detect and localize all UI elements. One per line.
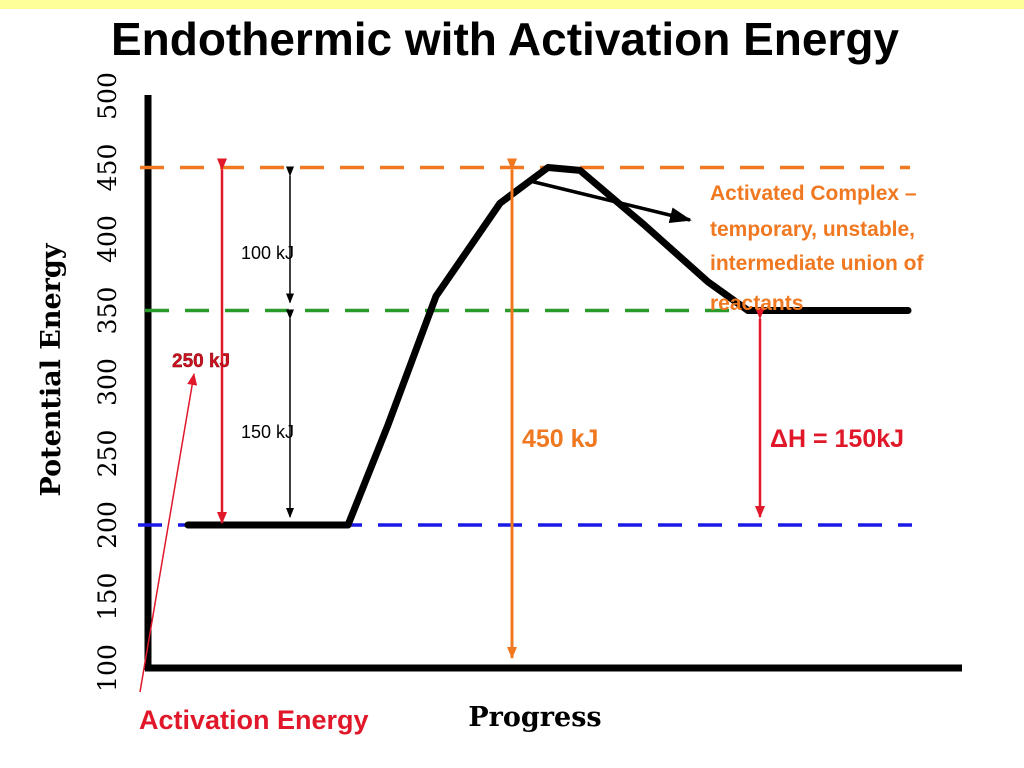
- y-tick-labels: 100 150 200 250 300 350 400 450 500: [93, 72, 122, 692]
- page-title: Endothermic with Activation Energy: [110, 13, 900, 65]
- y-tick-label-500: 500: [93, 72, 122, 120]
- upper-segment-label: 100 kJ: [241, 243, 294, 263]
- activated-complex-line-4: reactants: [710, 292, 803, 315]
- y-tick-label-400: 400: [93, 215, 122, 263]
- y-tick-label-100: 100: [93, 644, 122, 692]
- complex-energy-label: 450 kJ: [522, 425, 598, 453]
- activated-complex-line-2: temporary, unstable,: [710, 218, 915, 241]
- y-axis-label: Potential Energy: [36, 242, 67, 496]
- activated-complex-pointer: [529, 179, 692, 224]
- x-axis-label: Progress: [468, 702, 601, 733]
- activation-energy-label: Activation Energy: [139, 705, 369, 735]
- top-strip: [0, 0, 1024, 9]
- activation-total-label: 250 kJ: [172, 351, 230, 372]
- energy-curve: [184, 164, 912, 529]
- y-tick-label-350: 350: [93, 287, 122, 335]
- activated-complex-line-1: Activated Complex –: [710, 182, 917, 205]
- activated-complex-line-3: intermediate union of: [710, 252, 925, 275]
- y-tick-label-150: 150: [93, 573, 122, 621]
- y-tick-label-200: 200: [93, 501, 122, 549]
- activated-complex-label: Activated Complex – temporary, unstable,…: [710, 182, 929, 315]
- y-tick-label-300: 300: [93, 358, 122, 406]
- y-tick-label-450: 450: [93, 144, 122, 192]
- delta-h-label: ΔH = 150kJ: [770, 425, 904, 453]
- lower-segment-label: 150 kJ: [241, 422, 294, 442]
- activation-energy-pointer: [139, 373, 198, 693]
- y-tick-label-250: 250: [93, 430, 122, 478]
